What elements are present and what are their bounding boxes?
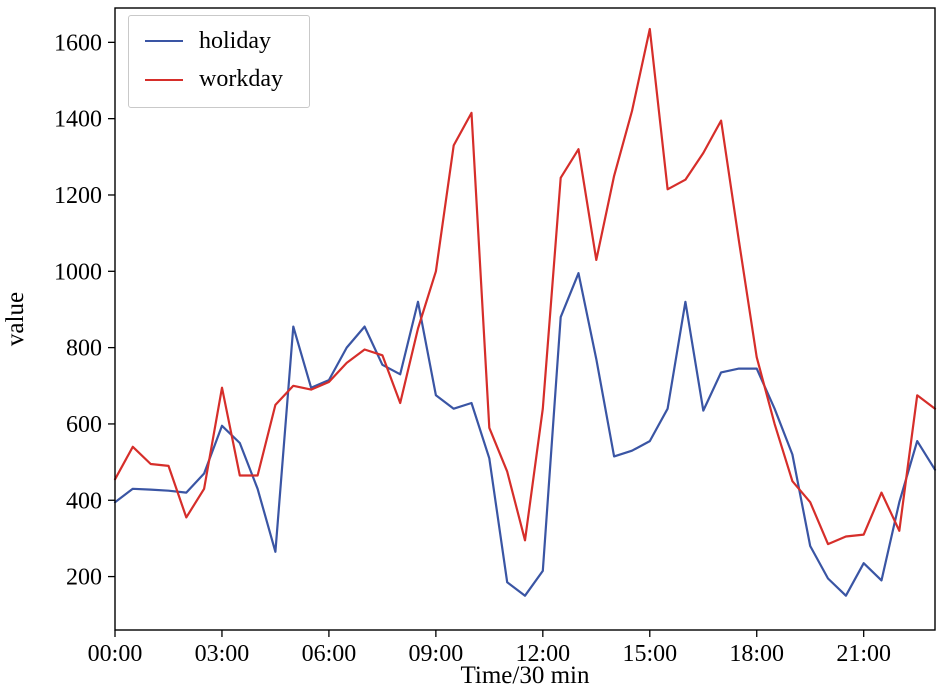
y-tick-label: 800 — [66, 336, 102, 362]
y-tick-label: 200 — [66, 565, 102, 591]
x-tick-label: 00:00 — [88, 641, 143, 667]
x-tick-label: 21:00 — [836, 641, 891, 667]
legend-item-workday: workday — [145, 66, 283, 92]
y-tick-label: 1600 — [54, 30, 102, 56]
y-axis-label: value — [2, 291, 29, 347]
legend-label-holiday: holiday — [199, 28, 271, 54]
series-line-workday — [113, 27, 937, 546]
x-tick-label: 18:00 — [729, 641, 784, 667]
y-tick-label: 400 — [66, 488, 102, 514]
x-tick-label: 06:00 — [302, 641, 357, 667]
x-tick-label: 12:00 — [515, 641, 570, 667]
legend-item-holiday: holiday — [145, 28, 283, 54]
y-tick-label: 600 — [66, 412, 102, 438]
y-tick-label: 1200 — [54, 183, 102, 209]
workday-line-swatch — [145, 78, 183, 81]
legend: holiday workday — [128, 15, 310, 108]
x-tick-label: 15:00 — [622, 641, 677, 667]
x-tick-label: 09:00 — [409, 641, 464, 667]
x-tick-label: 03:00 — [195, 641, 250, 667]
series-line-holiday — [113, 272, 937, 597]
x-axis-label: Time/30 min — [460, 662, 590, 689]
y-tick-label: 1000 — [54, 259, 102, 285]
plot-border — [114, 7, 936, 631]
y-tick-label: 1400 — [54, 107, 102, 133]
holiday-line-swatch — [145, 40, 183, 43]
legend-label-workday: workday — [199, 66, 283, 93]
